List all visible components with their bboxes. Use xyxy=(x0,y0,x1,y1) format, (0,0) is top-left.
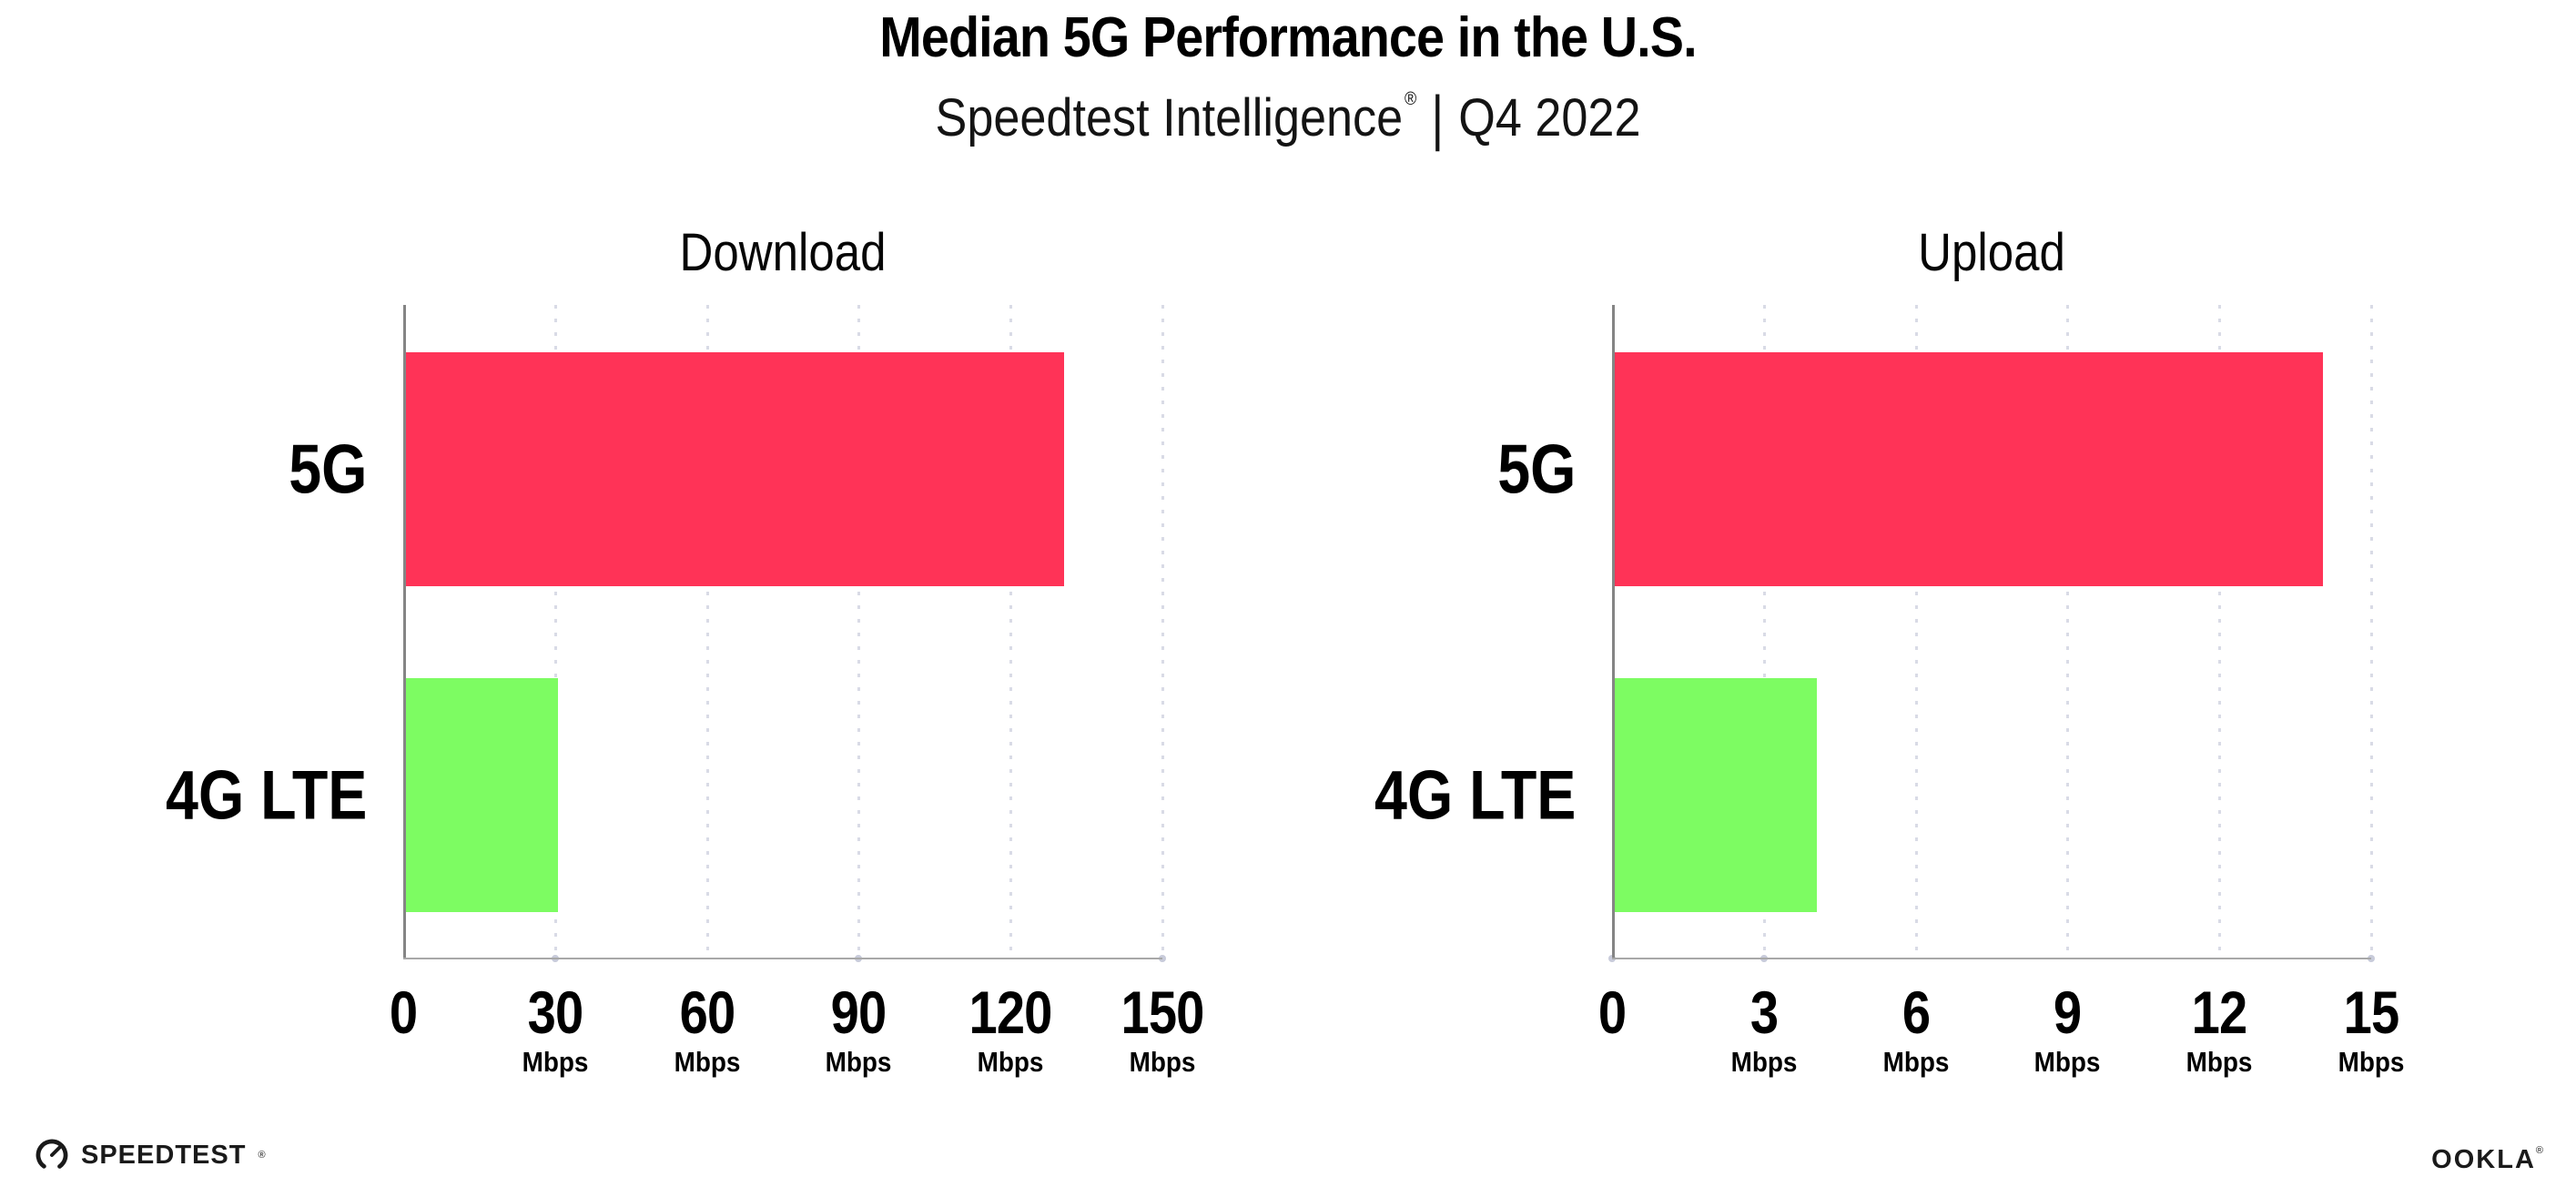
x-tick: 120 Mbps xyxy=(962,979,1060,1078)
x-axis xyxy=(1612,958,2371,959)
x-tick-unit: Mbps xyxy=(825,1046,892,1078)
download-plot xyxy=(403,305,1166,962)
x-tick: 9 Mbps xyxy=(2031,979,2104,1078)
x-tick-value: 9 xyxy=(2054,979,2082,1046)
x-tick-value: 60 xyxy=(679,979,735,1046)
x-tick-unit: Mbps xyxy=(1730,1046,1798,1078)
x-tick-unit: Mbps xyxy=(2033,1046,2101,1078)
speedtest-registered-mark: ® xyxy=(258,1150,266,1161)
speedtest-logo-text: SPEEDTEST xyxy=(81,1140,247,1170)
x-tick-unit: Mbps xyxy=(977,1046,1044,1078)
x-tick: 0 xyxy=(387,979,420,1047)
download-x-tick-labels: 0 30 Mbps 60 Mbps 90 Mbps 120 Mbps 150 M… xyxy=(390,979,1205,1103)
x-tick-value: 120 xyxy=(969,979,1053,1046)
gridline xyxy=(1762,305,1766,958)
gridline xyxy=(2066,305,2070,958)
gridline xyxy=(2218,305,2222,958)
x-tick-value: 150 xyxy=(1121,979,1204,1046)
x-tick-unit: Mbps xyxy=(674,1046,741,1078)
x-tick-value: 3 xyxy=(1749,979,1779,1046)
registered-trademark-mark: ® xyxy=(1404,89,1417,109)
x-tick: 3 Mbps xyxy=(1727,979,1800,1078)
gridline xyxy=(1161,305,1164,958)
bar-5g-download xyxy=(406,352,1064,586)
gridline xyxy=(857,305,861,958)
x-tick: 12 Mbps xyxy=(2183,979,2257,1078)
x-tick-value: 30 xyxy=(527,979,583,1046)
gridline xyxy=(553,305,557,958)
page-title: Median 5G Performance in the U.S. xyxy=(879,6,1697,69)
x-tick: 60 Mbps xyxy=(670,979,744,1078)
upload-plot xyxy=(1608,305,2375,962)
subtitle-period: Q4 2022 xyxy=(1458,88,1641,147)
x-tick-unit: Mbps xyxy=(2186,1046,2253,1078)
ookla-logo-text: OOKLA xyxy=(2431,1145,2536,1174)
x-tick-value: 0 xyxy=(1597,979,1627,1046)
speedtest-logo: SPEEDTEST ® xyxy=(35,1138,266,1172)
x-tick-unit: Mbps xyxy=(1882,1046,1950,1078)
gridline xyxy=(1914,305,1918,958)
x-tick-unit: Mbps xyxy=(522,1046,589,1078)
gridline xyxy=(1009,305,1013,958)
x-tick: 30 Mbps xyxy=(518,979,592,1078)
axis-tick-dot xyxy=(1159,955,1166,962)
page-subtitle: Speedtest Intelligence® | Q4 2022 xyxy=(935,84,1641,152)
bar-5g-upload xyxy=(1615,352,2324,586)
ookla-registered-mark: ® xyxy=(2535,1145,2543,1156)
bar-4g-lte-upload xyxy=(1615,678,1818,912)
x-tick: 150 Mbps xyxy=(1113,979,1211,1078)
x-tick: 6 Mbps xyxy=(1879,979,1952,1078)
ookla-logo: OOKLA® xyxy=(2431,1145,2543,1175)
y-axis xyxy=(403,305,406,959)
gridline xyxy=(2370,305,2373,958)
bar-4g-lte-download xyxy=(406,678,558,912)
x-tick-value: 6 xyxy=(1902,979,1930,1046)
y-axis xyxy=(1612,305,1615,959)
subtitle-brand: Speedtest Intelligence xyxy=(935,88,1404,147)
axis-tick-dot xyxy=(2368,955,2375,962)
x-tick: 90 Mbps xyxy=(822,979,896,1078)
x-tick-value: 12 xyxy=(2191,979,2248,1046)
x-tick-value: 90 xyxy=(831,979,887,1046)
category-label-4g-upload: 4G LTE xyxy=(1374,756,1576,835)
category-label-4g-download: 4G LTE xyxy=(165,756,367,835)
upload-chart-title: Upload xyxy=(1918,223,2065,282)
x-tick-value: 15 xyxy=(2343,979,2400,1046)
gridline xyxy=(705,305,709,958)
x-tick: 0 xyxy=(1596,979,1628,1047)
x-tick: 15 Mbps xyxy=(2335,979,2409,1078)
x-axis xyxy=(403,958,1162,959)
category-label-5g-upload: 5G xyxy=(1496,431,1576,509)
x-tick-unit: Mbps xyxy=(2338,1046,2405,1078)
category-label-5g-download: 5G xyxy=(288,431,367,509)
x-tick-unit: Mbps xyxy=(1129,1046,1196,1078)
download-chart-title: Download xyxy=(679,223,887,282)
subtitle-separator: | xyxy=(1431,84,1445,152)
x-tick-value: 0 xyxy=(389,979,418,1046)
upload-x-tick-labels: 0 3 Mbps 6 Mbps 9 Mbps 12 Mbps 15 Mbps xyxy=(1598,979,2405,1103)
speedtest-gauge-icon xyxy=(35,1138,69,1172)
